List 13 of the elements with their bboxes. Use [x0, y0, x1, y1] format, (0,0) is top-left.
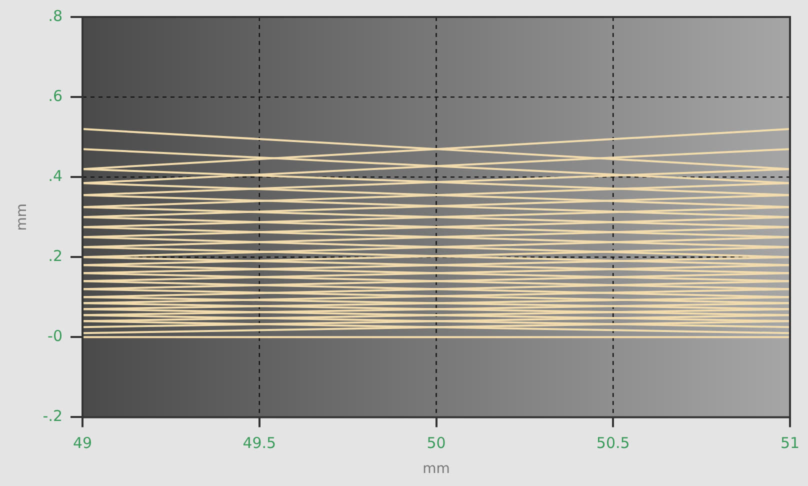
x-tick-label: 51 [780, 434, 800, 452]
y-tick-label: .2 [48, 247, 63, 266]
y-tick-label: -0 [48, 327, 63, 346]
y-tick-label: -.2 [42, 407, 63, 426]
y-tick-label: .4 [48, 166, 63, 185]
y-axis-title: mm [14, 203, 30, 231]
x-axis-title: mm [422, 461, 450, 478]
y-tick-label: .8 [48, 6, 63, 25]
x-tick-label: 49.5 [242, 434, 276, 452]
y-tick-label: .6 [48, 86, 63, 105]
x-tick-label: 50.5 [596, 434, 630, 452]
x-tick-label: 49 [72, 434, 92, 452]
x-tick-label: 50 [426, 434, 446, 452]
